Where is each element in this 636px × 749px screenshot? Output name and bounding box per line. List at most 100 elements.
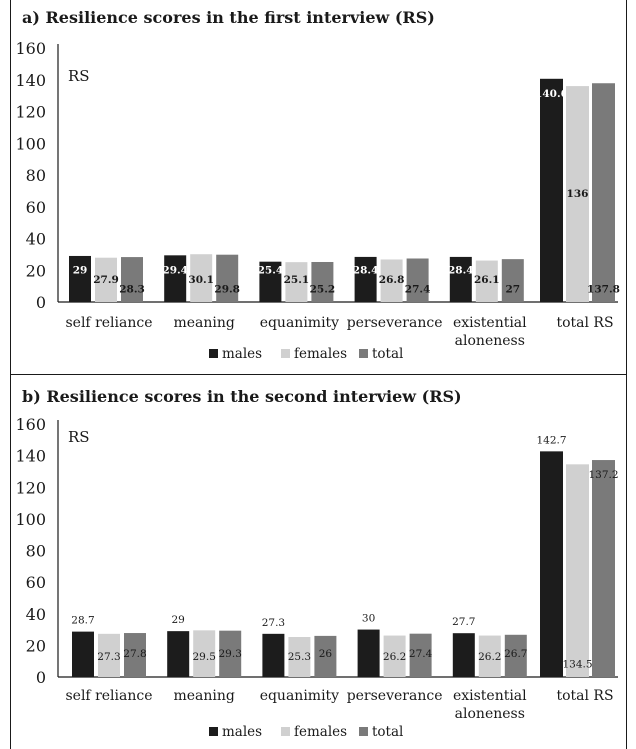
chart-a-y-tick-label: 60 [26,198,46,217]
chart-a-data-label: 29.8 [214,283,240,295]
chart-a-y-tick-label: 100 [15,134,46,153]
chart-a-bar [449,256,472,302]
chart-a-y-tick-label: 20 [26,261,46,280]
chart-a-data-label: 28.4 [448,264,474,276]
chart-a-category-label: equanimity [260,315,339,331]
chart-b-data-label: 27.7 [452,616,475,628]
chart-b-data-label: 28.7 [71,615,94,627]
chart-a-bar [380,259,403,302]
chart-a-y-axis-label: RS [68,67,90,85]
chart-a-data-label: 25.1 [284,274,310,286]
chart-b-legend-swatch [281,727,290,736]
chart-b-y-tick-label: 40 [26,605,46,624]
chart-a-category-label: meaning [174,315,235,331]
chart-a-category-label: perseverance [347,315,443,331]
chart-b-data-label: 27.3 [262,617,285,629]
chart-b-bar [478,635,501,677]
chart-a-data-label: 136 [567,188,589,200]
chart-a-y-tick-label: 160 [15,39,46,58]
chart-a-category-label: aloneness [455,333,525,349]
chart-a-bar [475,260,498,302]
chart-a-y-tick-label: 0 [36,293,46,312]
chart-a-y-tick-label: 40 [26,230,46,249]
chart-b-y-tick-label: 80 [26,542,46,561]
chart-a-bar [406,258,429,302]
chart-a-data-label: 137.8 [587,283,620,295]
chart-a-bar [95,257,117,302]
chart-b-data-label: 30 [362,613,375,625]
chart-a-data-label: 26.8 [379,274,405,286]
chart-b-data-label: 27.4 [409,648,433,660]
chart-b-data-label: 29 [172,614,185,626]
chart-b-y-axis-label: RS [68,428,90,446]
chart-b-bar [72,631,94,677]
chart-b-data-label: 25.3 [288,651,311,663]
chart-b-data-label: 29.5 [193,651,216,663]
chart-a-data-label: 29.4 [162,264,188,276]
chart-a-bar [540,78,563,302]
chart-b-data-label: 134.5 [562,659,592,671]
chart-b-bar [383,635,406,677]
chart-a-legend-swatch [359,349,368,358]
chart-b-data-label: 26 [319,648,333,660]
chart-a-data-label: 27.9 [93,274,119,286]
chart-a-legend-label: females [294,346,347,362]
chart-a-bar [164,255,187,302]
chart-a-bar [121,257,143,302]
chart-a-y-tick-label: 140 [15,71,46,90]
chart-b-bar [193,630,216,677]
chart-a-category-label: total RS [556,315,613,331]
chart-b-category-label: aloneness [455,706,525,722]
chart-a-data-label: 140.6 [535,88,568,100]
chart-b-y-tick-label: 0 [36,668,46,687]
chart-a-data-label: 27.4 [405,283,431,295]
chart-b-data-label: 142.7 [536,434,566,446]
chart-a-data-label: 27 [505,283,520,295]
chart-a-data-label: 25.2 [310,283,336,295]
chart-a-bar [566,86,589,302]
chart-a-y-tick-label: 80 [26,166,46,185]
chart-a-legend-label: total [372,346,403,362]
chart-a-bar [216,254,239,302]
chart-b-bar [262,633,285,677]
chart-b-data-label: 26.2 [383,651,406,663]
chart-b-bar [98,633,120,677]
chart-b-y-tick-label: 100 [15,510,46,529]
chart-b-category-label: self reliance [65,688,152,704]
chart-b-bar [409,633,432,677]
chart-b-y-tick-label: 60 [26,573,46,592]
chart-b-data-label: 26.2 [478,651,501,663]
chart-b-category-label: existential [453,688,527,704]
chart-a-bar [354,256,377,302]
chart-b-y-tick-label: 140 [15,447,46,466]
chart-a-title: a) Resilience scores in the first interv… [22,8,435,27]
chart-b-legend-label: males [222,724,262,740]
chart-a-category-label: existential [453,315,527,331]
panel-separator [10,374,627,375]
chart-a-data-label: 30.1 [188,274,214,286]
chart-a-bar [190,254,213,302]
chart-a-bar [501,259,524,302]
chart-a-data-label: 28.3 [119,283,145,295]
chart-b-category-label: equanimity [260,688,339,704]
chart-a-data-label: 25.4 [258,264,284,276]
chart-b-bar [540,451,563,677]
chart-b-bar [288,636,311,677]
chart-b-category-label: meaning [174,688,235,704]
chart-a-bar [259,261,282,302]
chart-b-legend-swatch [359,727,368,736]
chart-b-data-label: 27.3 [97,651,120,663]
chart-b-legend-label: females [294,724,347,740]
chart-a-bar [311,261,334,302]
chart-b-data-label: 27.8 [123,648,146,660]
chart-b-data-label: 137.2 [588,469,618,481]
chart-b-bar [566,464,589,677]
chart-b-category-label: perseverance [347,688,443,704]
chart-a-data-label: 29 [73,264,88,276]
chart-a-category-label: self reliance [65,315,152,331]
chart-b-legend-label: total [372,724,403,740]
chart-a-bar [69,255,91,302]
chart-b-bar [124,633,146,677]
chart-b-category-label: total RS [556,688,613,704]
